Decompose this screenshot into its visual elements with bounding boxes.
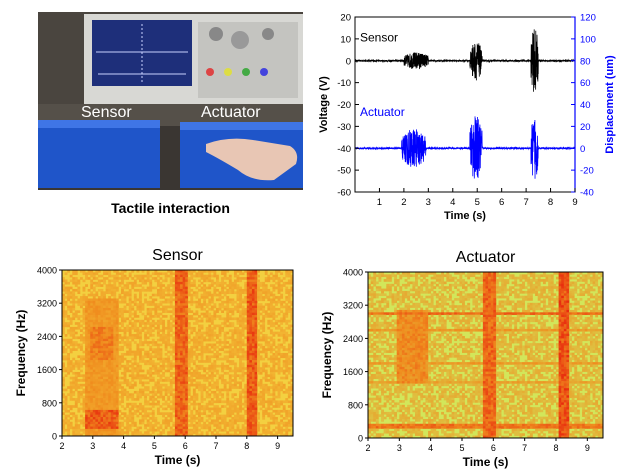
- x-tick-label: 6: [183, 441, 188, 451]
- y-tick-label: 0: [358, 434, 363, 444]
- x-tick-label: 3: [90, 441, 95, 451]
- y-tick-label: -50: [337, 166, 351, 177]
- y2-tick-label: 20: [580, 122, 591, 133]
- photo-caption: Tactile interaction: [111, 200, 230, 216]
- x-tick-label: 2: [365, 443, 370, 453]
- y-tick-label: 3200: [343, 301, 363, 311]
- y-tick-label: 2400: [343, 334, 363, 344]
- y-axis-label: Frequency (Hz): [14, 310, 28, 397]
- series-line-sensor: [354, 29, 576, 92]
- y-tick-label: 4000: [343, 268, 363, 278]
- y2-axis-label: Displacement (um): [604, 55, 616, 154]
- photo-actuator-label: Actuator: [201, 104, 261, 121]
- y-tick-label: 1600: [343, 367, 363, 377]
- y-axis-label: Frequency (Hz): [320, 312, 334, 399]
- spectrogram-cells: [368, 272, 604, 439]
- y-tick-label: 800: [42, 398, 57, 408]
- x-tick-label: 8: [548, 197, 553, 208]
- y2-tick-label: -20: [580, 166, 594, 177]
- y-tick-label: 20: [340, 13, 351, 24]
- x-tick-label: 5: [475, 197, 480, 208]
- spectrogram-frame: [367, 271, 604, 439]
- x-axis-label: Time (s): [444, 210, 486, 222]
- x-tick-label: 4: [428, 443, 433, 453]
- x-axis-label: Time (s): [463, 455, 509, 469]
- y-tick-label: -20: [337, 100, 351, 111]
- y-tick-label: 800: [348, 400, 363, 410]
- sensor-spectrogram: Sensor 0 800 1600 2400 3200 4000 2 3 4 5 6 7 8 9 Time (…: [14, 247, 294, 467]
- tactile-photo: Sensor Actuator: [38, 12, 303, 190]
- y2-tick-label: 0: [580, 144, 585, 155]
- y2-tick-label: 40: [580, 100, 591, 111]
- x-tick-label: 2: [59, 441, 64, 451]
- series-label-actuator: Actuator: [360, 105, 405, 119]
- spectrogram-cells: [62, 270, 294, 437]
- hand: [206, 138, 298, 181]
- x-tick-label: 9: [275, 441, 280, 451]
- x-tick-label: 3: [426, 197, 431, 208]
- sensor-box: [38, 122, 160, 188]
- x-tick-label: 4: [121, 441, 126, 451]
- y-tick-label: 4000: [37, 266, 57, 276]
- y-tick-label: -40: [337, 144, 351, 155]
- photo-sensor-label: Sensor: [81, 104, 132, 121]
- y2-tick-label: -40: [580, 188, 594, 199]
- x-tick-label: 7: [213, 441, 218, 451]
- y-axis-label: Voltage (V): [318, 76, 330, 133]
- y2-tick-label: 80: [580, 56, 591, 67]
- series-line-actuator: [354, 116, 576, 179]
- y-tick-label: 3200: [37, 299, 57, 309]
- x-tick-label: 3: [397, 443, 402, 453]
- y-tick-label: 10: [340, 34, 351, 45]
- x-tick-label: 6: [499, 197, 504, 208]
- y2-tick-label: 100: [580, 34, 596, 45]
- y-tick-label: 1600: [37, 365, 57, 375]
- photo-illustration: [38, 12, 303, 190]
- x-axis-label: Time (s): [155, 453, 201, 467]
- x-tick-label: 8: [244, 441, 249, 451]
- x-tick-label: 4: [450, 197, 455, 208]
- spectrogram-frame: [61, 269, 294, 437]
- y-tick-label: -10: [337, 78, 351, 89]
- x-tick-label: 5: [459, 443, 464, 453]
- actuator-spectrogram: Actuator 0 800 1600 2400 3200 4000 2 3 4 5 6 7 8 9 Time…: [320, 249, 604, 469]
- x-tick-label: 7: [522, 443, 527, 453]
- signal-chart: 20100-10-20-30-40-50-60120100806040200-2…: [318, 13, 616, 223]
- y2-tick-label: 60: [580, 78, 591, 89]
- spectrogram-title: Sensor: [152, 247, 203, 264]
- y-tick-label: -30: [337, 122, 351, 133]
- series-label-sensor: Sensor: [360, 31, 398, 45]
- x-tick-label: 9: [585, 443, 590, 453]
- x-tick-label: 6: [491, 443, 496, 453]
- y-tick-label: 2400: [37, 332, 57, 342]
- y-tick-label: 0: [346, 56, 351, 67]
- x-tick-label: 7: [523, 197, 528, 208]
- x-tick-label: 5: [152, 441, 157, 451]
- x-tick-label: 9: [572, 197, 577, 208]
- y-tick-label: -60: [337, 188, 351, 199]
- y2-tick-label: 120: [580, 13, 596, 24]
- x-tick-label: 2: [401, 197, 406, 208]
- y-tick-label: 0: [52, 432, 57, 442]
- x-tick-label: 1: [377, 197, 382, 208]
- spectrogram-title: Actuator: [456, 249, 516, 266]
- x-tick-label: 8: [553, 443, 558, 453]
